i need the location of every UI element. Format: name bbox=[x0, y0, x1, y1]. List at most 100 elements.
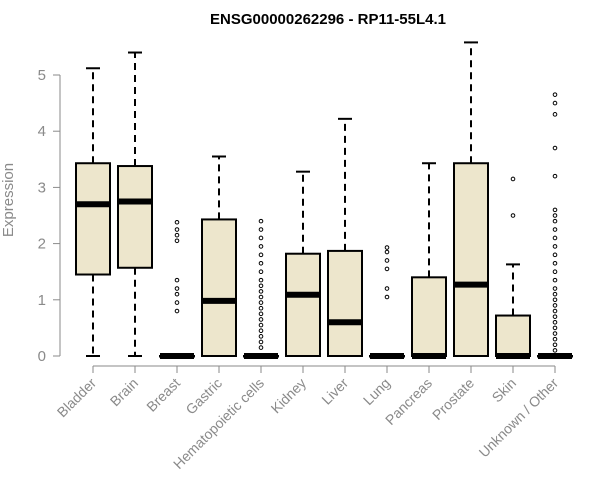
outlier-point bbox=[552, 303, 558, 308]
outlier-point bbox=[510, 176, 516, 182]
box-gastric bbox=[201, 155, 237, 357]
box-breast bbox=[159, 219, 195, 359]
y-tick-label: 1 bbox=[38, 292, 46, 309]
box-kidney bbox=[285, 170, 321, 357]
y-tick-label: 0 bbox=[38, 348, 46, 365]
box-iqr bbox=[327, 249, 363, 358]
outlier-point bbox=[552, 112, 558, 117]
outlier-point bbox=[552, 342, 558, 348]
box-iqr bbox=[285, 252, 321, 357]
outlier-point bbox=[258, 283, 264, 289]
outlier-point bbox=[510, 213, 516, 218]
outlier-point bbox=[384, 266, 390, 272]
outlier-point bbox=[258, 269, 264, 275]
outlier-point bbox=[552, 218, 558, 224]
box-liver bbox=[327, 117, 363, 358]
outlier-point bbox=[174, 286, 180, 291]
plot-area bbox=[75, 41, 573, 359]
outlier-point bbox=[258, 252, 264, 258]
outlier-point bbox=[258, 339, 264, 345]
outlier-point bbox=[552, 235, 558, 241]
outlier-point bbox=[258, 244, 264, 249]
y-tick-label: 2 bbox=[38, 236, 46, 253]
outlier-point bbox=[258, 227, 264, 232]
box-iqr bbox=[75, 162, 111, 276]
box-pancreas bbox=[411, 162, 447, 359]
outlier-point bbox=[174, 232, 180, 238]
outlier-point bbox=[258, 317, 264, 322]
outlier-point bbox=[258, 277, 264, 283]
outlier-point bbox=[258, 300, 264, 305]
outlier-point bbox=[258, 322, 264, 328]
outlier-point bbox=[552, 286, 558, 291]
outlier-point bbox=[384, 286, 390, 291]
x-tick-label: Unknown / Other bbox=[476, 375, 562, 461]
outlier-point bbox=[552, 319, 558, 325]
outlier-point bbox=[552, 348, 558, 353]
box-brain bbox=[117, 51, 153, 357]
outlier-point bbox=[174, 300, 180, 305]
outlier-point bbox=[258, 294, 264, 300]
y-axis-label: Expression bbox=[0, 163, 17, 237]
outlier-point bbox=[174, 291, 180, 297]
x-tick-label: Pancreas bbox=[382, 375, 435, 428]
outlier-point bbox=[552, 92, 558, 97]
box-hematopoietic-cells bbox=[243, 218, 279, 359]
y-axis: 0 1 2 3 4 5 bbox=[38, 67, 61, 365]
x-tick-label: Breast bbox=[143, 375, 183, 415]
box-unknown-other bbox=[537, 92, 573, 359]
outlier-point bbox=[552, 173, 558, 179]
outlier-point bbox=[258, 260, 264, 266]
outlier-point bbox=[552, 207, 558, 213]
box-iqr bbox=[495, 314, 531, 358]
box-skin bbox=[495, 176, 531, 359]
outlier-point bbox=[384, 258, 390, 263]
outlier-point bbox=[552, 291, 558, 297]
outlier-point bbox=[174, 227, 180, 232]
box-lung bbox=[369, 245, 405, 359]
outlier-point bbox=[384, 249, 390, 255]
outlier-point bbox=[552, 331, 558, 336]
outlier-point bbox=[258, 328, 264, 334]
outlier-point bbox=[258, 218, 264, 224]
outlier-point bbox=[174, 219, 180, 225]
box-iqr bbox=[201, 218, 237, 357]
outlier-point bbox=[258, 311, 264, 317]
outlier-point bbox=[258, 334, 264, 339]
y-tick-label: 4 bbox=[38, 123, 46, 140]
outlier-point bbox=[552, 252, 558, 258]
outlier-point bbox=[552, 297, 558, 303]
x-tick-label: Bladder bbox=[54, 375, 100, 421]
outlier-point bbox=[258, 235, 264, 241]
outlier-point bbox=[552, 308, 558, 314]
outlier-point bbox=[384, 294, 390, 300]
outlier-point bbox=[384, 245, 390, 250]
x-tick-label: Brain bbox=[107, 375, 141, 409]
outlier-point bbox=[552, 100, 558, 106]
box-iqr bbox=[453, 162, 489, 357]
x-tick-label: Lung bbox=[360, 375, 393, 408]
outlier-point bbox=[552, 325, 558, 331]
outlier-point bbox=[174, 308, 180, 314]
box-iqr bbox=[411, 276, 447, 358]
y-tick-label: 5 bbox=[38, 67, 46, 84]
x-tick-label: Kidney bbox=[268, 375, 310, 417]
outlier-point bbox=[258, 345, 264, 350]
outlier-point bbox=[552, 277, 558, 283]
outlier-point bbox=[552, 314, 558, 319]
outlier-point bbox=[552, 269, 558, 275]
y-tick-label: 3 bbox=[38, 179, 46, 196]
outlier-point bbox=[552, 336, 558, 342]
box-prostate bbox=[453, 41, 489, 357]
chart-title: ENSG00000262296 - RP11-55L4.1 bbox=[210, 11, 446, 28]
outlier-point bbox=[258, 289, 264, 294]
x-tick-label: Liver bbox=[318, 375, 351, 408]
outlier-point bbox=[258, 305, 264, 311]
outlier-point bbox=[174, 277, 180, 283]
box-iqr bbox=[117, 165, 153, 269]
x-tick-label: Skin bbox=[489, 375, 520, 406]
x-tick-label: Prostate bbox=[429, 375, 477, 423]
box-bladder bbox=[75, 67, 111, 357]
